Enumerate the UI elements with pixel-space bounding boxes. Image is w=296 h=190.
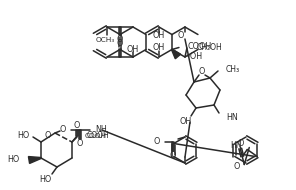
- Text: O: O: [178, 31, 184, 40]
- Text: OCH₃: OCH₃: [95, 37, 115, 43]
- Text: COOH: COOH: [85, 133, 107, 139]
- Text: O: O: [237, 139, 243, 148]
- Text: OH: OH: [153, 32, 165, 40]
- Text: OH: OH: [153, 44, 165, 52]
- Text: O: O: [199, 67, 205, 77]
- Text: NH: NH: [95, 126, 107, 135]
- Text: COOH: COOH: [188, 42, 212, 51]
- Text: O: O: [45, 131, 51, 139]
- Text: OH: OH: [127, 44, 139, 54]
- Text: •OH: •OH: [186, 52, 203, 61]
- Text: O: O: [234, 162, 240, 171]
- Text: O: O: [154, 138, 160, 146]
- Text: O: O: [117, 36, 123, 44]
- Text: HO: HO: [39, 174, 51, 184]
- Text: O: O: [77, 139, 83, 149]
- Text: COOH: COOH: [87, 131, 110, 139]
- Text: HN: HN: [226, 113, 238, 123]
- Text: O: O: [170, 151, 176, 161]
- Text: HO: HO: [7, 155, 19, 165]
- Polygon shape: [172, 49, 181, 59]
- Text: O: O: [60, 126, 66, 135]
- Polygon shape: [28, 157, 41, 163]
- Text: CH₃: CH₃: [226, 64, 240, 74]
- Text: HN: HN: [231, 141, 242, 150]
- Text: CH₂OH: CH₂OH: [197, 43, 223, 51]
- Text: O: O: [117, 40, 123, 48]
- Text: OH: OH: [180, 117, 192, 127]
- Text: HO: HO: [17, 131, 29, 139]
- Text: O: O: [74, 120, 80, 130]
